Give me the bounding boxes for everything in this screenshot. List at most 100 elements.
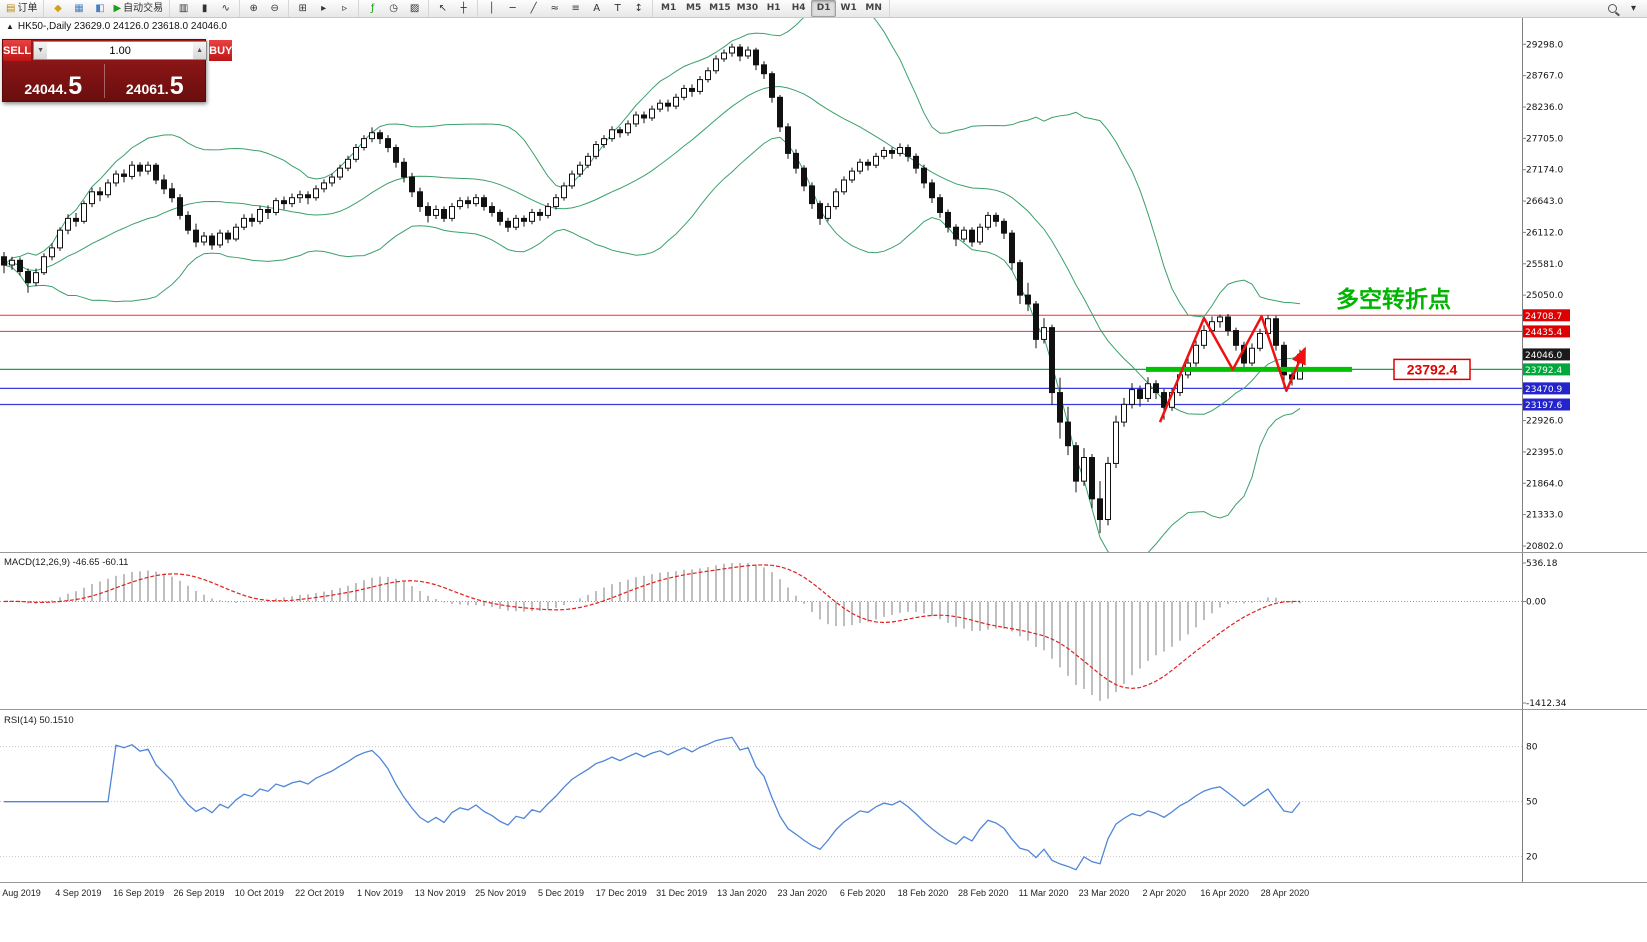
data-window-icon[interactable]: ▦ [68, 0, 89, 17]
search-icon [1608, 4, 1617, 13]
vline-tool-icon: │ [488, 2, 495, 14]
tile-windows-icon: ⊞ [298, 2, 307, 14]
date-label: 13 Nov 2019 [414, 888, 466, 898]
line-chart-icon: ∿ [221, 2, 230, 14]
chart-type-group: ▥ ▮ ∿ [170, 0, 241, 17]
candlestick-chart-button[interactable]: ▮ [194, 0, 215, 17]
toolbar-spacer [890, 0, 1599, 17]
data-window-icon-icon: ▦ [74, 2, 84, 14]
templates-button[interactable]: ▨ [404, 0, 425, 17]
timeframe-d1-button[interactable]: D1 [811, 0, 837, 17]
indicators-button[interactable]: ƒ [362, 0, 383, 17]
text-tool-button[interactable]: A [586, 0, 607, 17]
hline-tool-icon: ─ [509, 2, 516, 14]
sell-price-display[interactable]: 24044. 5 [3, 61, 104, 101]
hline-tool-button[interactable]: ─ [502, 0, 523, 17]
trendline-tool-button[interactable]: ╱ [523, 0, 544, 17]
market-watch-icon-icon: ◆ [54, 2, 62, 14]
line-chart-button[interactable]: ∿ [215, 0, 236, 17]
date-label: 31 Dec 2019 [656, 888, 708, 898]
timeframe-m15-button[interactable]: M15 [709, 3, 731, 13]
rsi-levels: 80 50 20 [0, 743, 1538, 863]
chart-shift-button[interactable]: ▹ [334, 0, 355, 17]
zigzag-drawing[interactable] [1158, 315, 1306, 423]
macd-axis-labels: 536.18 0.00 -1412.34 [1522, 559, 1567, 709]
timeframe-h1-button[interactable]: H1 [766, 3, 781, 13]
text-tool-icon: A [593, 2, 601, 14]
timeframe-m30-button[interactable]: M30 [736, 3, 759, 13]
volume-down-button[interactable]: ▼ [34, 42, 48, 59]
svg-text:20802.0: 20802.0 [1526, 542, 1563, 552]
svg-text:27174.0: 27174.0 [1526, 166, 1563, 176]
top-toolbar: ▤ 订单 ◆ ▦ ◧ ▶ 自动交易 ▥ ▮ ∿ ⊕ ⊖ ⊞ ▸ ▹ ƒ ◷ ▨ ↖ ┼ │ ─ ╱ ≈ ≡ A T ↕ M1 M5 M15 M… [0, 0, 1647, 18]
fibo-tool-button[interactable]: ≡ [565, 0, 586, 17]
turning-point-annotation[interactable]: 多空转折点 [1336, 286, 1451, 312]
arrows-tool-button[interactable]: ↕ [628, 0, 649, 17]
volume-input[interactable] [47, 42, 194, 59]
tile-windows-button[interactable]: ⊞ [292, 0, 313, 17]
buy-button[interactable]: BUY [209, 40, 233, 61]
rsi-pane[interactable]: 80 50 20 RSI(14) 50.1510 [0, 709, 1647, 882]
date-label: 16 Apr 2020 [1200, 888, 1249, 898]
price-divider [103, 64, 105, 98]
periods-icon: ◷ [389, 2, 399, 14]
symbol-icon: ▲ [6, 22, 14, 31]
volume-up-button[interactable]: ▲ [193, 42, 207, 59]
symbol-ohlc-text: HK50-,Daily 23629.0 24126.0 23618.0 2404… [17, 21, 227, 32]
svg-text:24435.4: 24435.4 [1525, 328, 1562, 338]
buy-price-display[interactable]: 24061. 5 [105, 61, 206, 101]
timeframe-w1-button[interactable]: W1 [840, 3, 857, 13]
bar-chart-button[interactable]: ▥ [173, 0, 194, 17]
candles-layer [1, 43, 1303, 534]
level-label-box[interactable] [1393, 358, 1471, 381]
one-click-trading-panel: SELL ▼ ▲ BUY 24044.5 24061.5 [2, 39, 233, 102]
volume-stepper: ▼ ▲ [33, 41, 208, 60]
macd-signal-line [3, 564, 1301, 689]
cursor-button[interactable]: ↖ [432, 0, 453, 17]
date-axis[interactable]: 3 Aug 2019 4 Sep 2019 16 Sep 2019 26 Sep 20… [0, 882, 1647, 903]
more-button[interactable]: ▾ [1630, 2, 1637, 14]
auto-trading-button[interactable]: ▶ 自动交易 [110, 0, 166, 17]
zoom-out-button[interactable]: ⊖ [264, 0, 285, 17]
date-label: 13 Jan 2020 [717, 888, 767, 898]
svg-text:25581.0: 25581.0 [1526, 260, 1563, 270]
navigator-icon[interactable]: ◧ [89, 0, 110, 17]
vline-tool-button[interactable]: │ [481, 0, 502, 17]
crosshair-button[interactable]: ┼ [453, 0, 474, 17]
macd-pane[interactable]: 536.18 0.00 -1412.34 MACD(12,26,9) -46.65 -… [0, 552, 1647, 709]
label-tool-button[interactable]: T [607, 0, 628, 17]
date-label: 26 Sep 2019 [173, 888, 225, 898]
price-main-digits: 24061. [125, 81, 169, 97]
svg-text:23197.6: 23197.6 [1525, 401, 1562, 411]
auto-scroll-button[interactable]: ▸ [313, 0, 334, 17]
svg-text:23792.4: 23792.4 [1525, 366, 1562, 376]
toolbar-right-group: ▾ [1599, 0, 1647, 17]
rsi-line [4, 736, 1301, 871]
timeframe-m1-button[interactable]: M1 [661, 3, 677, 13]
svg-text:24708.7: 24708.7 [1525, 312, 1562, 322]
channel-tool-button[interactable]: ≈ [544, 0, 565, 17]
chart-ohlc-line: ▲ HK50-,Daily 23629.0 24126.0 23618.0 24… [6, 21, 227, 32]
date-label: 23 Mar 2020 [1078, 888, 1130, 898]
new-order-button[interactable]: ▤ 订单 [3, 0, 40, 17]
search-button[interactable] [1602, 0, 1623, 17]
auto-trading-button-label: 自动交易 [123, 2, 164, 14]
indicators-icon: ƒ [370, 2, 375, 14]
svg-text:21864.0: 21864.0 [1526, 479, 1563, 489]
date-label: 1 Nov 2019 [356, 888, 403, 898]
market-watch-icon[interactable]: ◆ [47, 0, 68, 17]
timeframe-m5-button[interactable]: M5 [686, 3, 702, 13]
macd-histogram [11, 563, 1301, 701]
periods-button[interactable]: ◷ [383, 0, 404, 17]
date-label: 17 Dec 2019 [595, 888, 647, 898]
timeframe-mn-button[interactable]: MN [865, 3, 882, 13]
candlestick-chart-icon: ▮ [201, 2, 208, 14]
timeframe-h4-button[interactable]: H4 [791, 3, 806, 13]
bollinger-middle-line [3, 86, 1301, 415]
chart-area[interactable]: ▲ HK50-,Daily 23629.0 24126.0 23618.0 24… [0, 17, 1647, 942]
date-label: 4 Sep 2019 [55, 888, 102, 898]
zoom-in-button[interactable]: ⊕ [243, 0, 264, 17]
price-pane[interactable]: 29298.0 28767.0 28236.0 27705.0 27174.0 26643… [0, 17, 1647, 552]
svg-text:23470.9: 23470.9 [1525, 385, 1562, 395]
sell-button[interactable]: SELL [3, 40, 32, 61]
